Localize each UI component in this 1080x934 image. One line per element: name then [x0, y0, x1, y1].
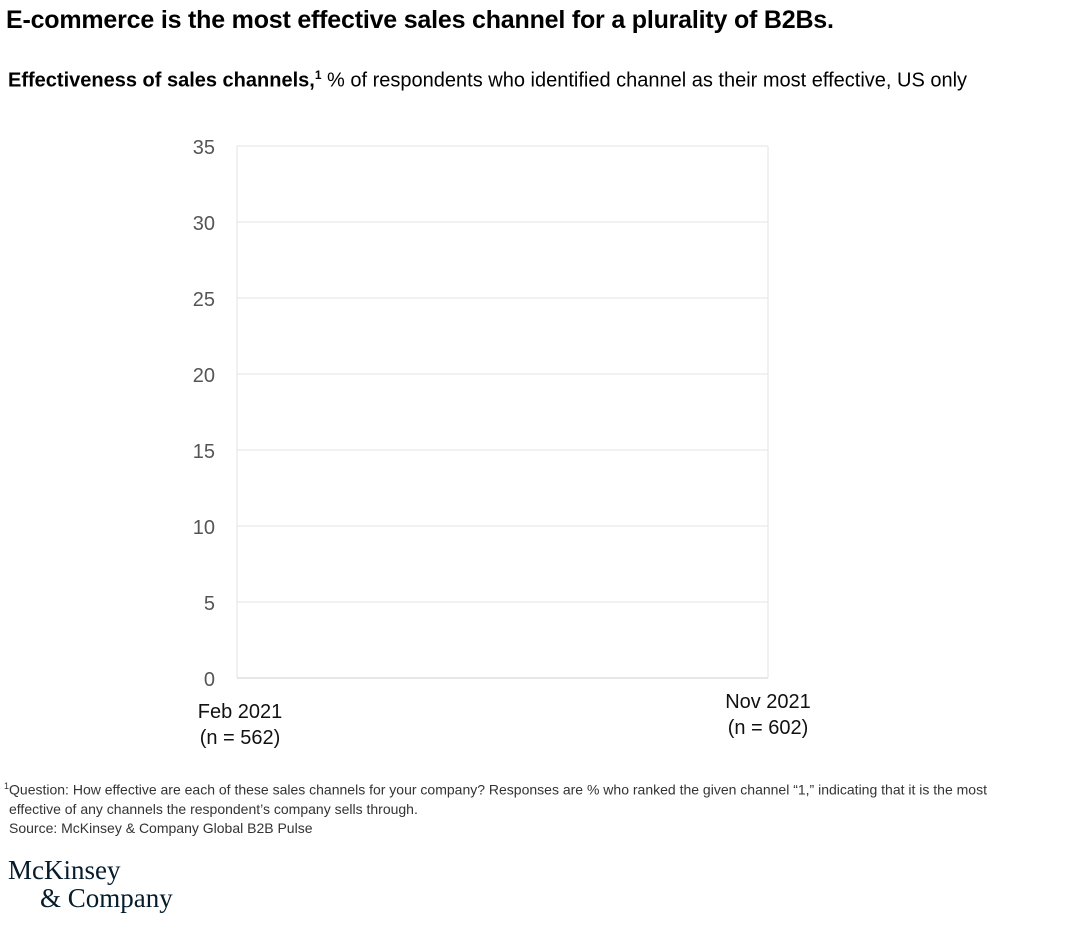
chart-title: E-commerce is the most effective sales c…: [6, 6, 834, 34]
mckinsey-logo: McKinsey & Company: [8, 856, 173, 912]
y-tick-label: 0: [204, 669, 215, 691]
subtitle-bold: Effectiveness of sales channels,: [8, 69, 315, 92]
x-tick-line-2: (n = 562): [200, 727, 281, 749]
y-tick-label: 35: [193, 137, 215, 159]
footnote: 1Question: How effective are each of the…: [4, 777, 987, 838]
footnote-line-2: effective of any channels the respondent…: [9, 800, 418, 817]
x-tick-label: Nov 2021 (n = 602): [725, 691, 811, 739]
footnote-line-1: Question: How effective are each of thes…: [9, 781, 987, 798]
subtitle-footnote-marker: 1: [314, 68, 322, 82]
footnote-marker: 1: [4, 781, 10, 791]
y-tick-label: 30: [193, 213, 215, 235]
chart-subtitle: Effectiveness of sales channels,1 % of r…: [8, 68, 967, 93]
y-tick-label: 15: [193, 441, 215, 463]
y-tick-label: 25: [193, 289, 215, 311]
logo-line-1: McKinsey: [8, 855, 121, 885]
y-tick-label: 10: [193, 517, 215, 539]
x-tick-label: Feb 2021 (n = 562): [198, 701, 283, 749]
logo-line-2: & Company: [40, 883, 173, 913]
x-tick-line-1: Nov 2021: [725, 691, 811, 713]
source-note: Source: McKinsey & Company Global B2B Pu…: [9, 819, 313, 836]
x-tick-line-2: (n = 602): [728, 717, 809, 739]
x-tick-line-1: Feb 2021: [198, 701, 283, 723]
line-chart: 0 5 10 15 20 25 30 35 Feb 2021 (n = 562) Nov 2021 (…: [193, 137, 811, 749]
y-tick-label: 20: [193, 365, 215, 387]
subtitle-rest: % of respondents who identified channel …: [321, 69, 968, 92]
y-tick-label: 5: [204, 593, 215, 615]
